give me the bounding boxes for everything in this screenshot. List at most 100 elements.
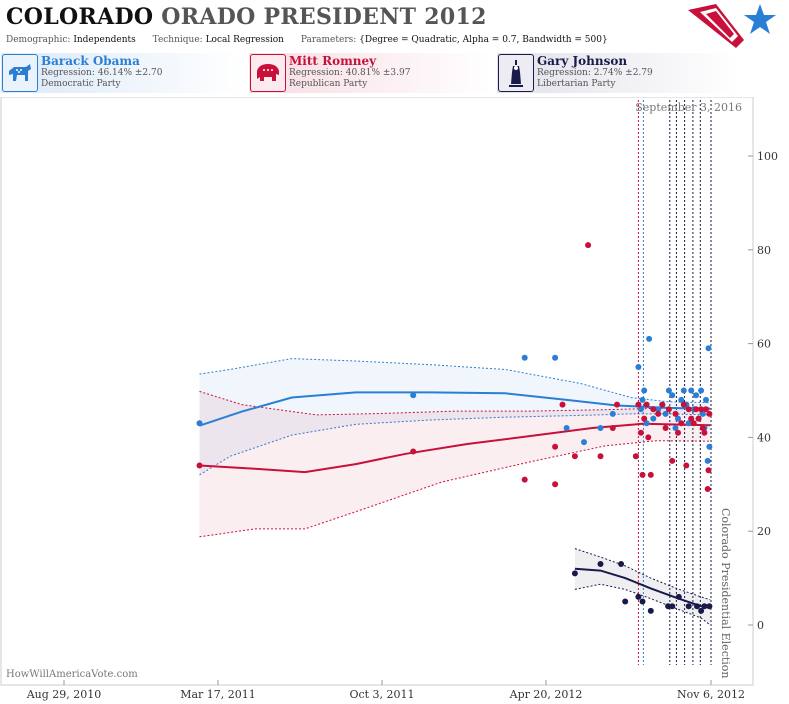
barack-obama-trend-line: [199, 391, 711, 427]
x-tick-label: Aug 29, 2010: [26, 688, 102, 701]
barack-obama-poll-point: [699, 410, 706, 417]
candidate-bar: Barack Obama Regression: 46.14% ±2.70 De…: [0, 53, 789, 95]
gary-johnson-poll-point: [571, 570, 578, 577]
mitt-romney-poll-point: [552, 443, 559, 450]
barack-obama-poll-point: [609, 410, 616, 417]
x-tick-label: Apr 20, 2012: [509, 688, 583, 701]
mitt-romney-poll-point: [680, 401, 687, 408]
barack-obama-poll-point: [665, 387, 672, 394]
mitt-romney-poll-point: [699, 425, 706, 431]
barack-obama-poll-point: [581, 439, 587, 446]
mitt-romney-poll-point: [559, 401, 566, 408]
barack-obama-poll-point: [597, 425, 604, 431]
candidate-card-romney[interactable]: Mitt Romney Regression: 40.81% ±3.97 Rep…: [249, 53, 492, 93]
watermark: HowWillAmericaVote.com: [6, 669, 138, 680]
barack-obama-poll-point: [693, 392, 700, 399]
gary-johnson-poll-point: [639, 598, 646, 605]
barack-obama-poll-point: [705, 345, 712, 352]
mitt-romney-poll-point: [552, 481, 559, 488]
x-tick-label: Nov 6, 2012: [677, 688, 745, 701]
page-title: COLORADO ORADO PRESIDENT 2012: [6, 4, 487, 30]
gary-johnson-poll-point: [647, 607, 654, 614]
mitt-romney-poll-point: [683, 462, 690, 469]
mitt-romney-band: [199, 391, 711, 537]
barack-obama-poll-point: [669, 392, 676, 399]
mitt-romney-poll-point: [665, 406, 672, 413]
barack-obama-poll-point: [704, 457, 711, 464]
barack-obama-poll-point: [410, 392, 417, 399]
parameters-line: Demographic: Independents Technique: Loc…: [6, 35, 622, 45]
barack-obama-poll-point: [635, 364, 642, 370]
y-axis: 0 20 40 60 80 100: [748, 150, 778, 632]
election-label: Colorado Presidential Election: [719, 508, 732, 679]
mitt-romney-poll-point: [585, 242, 592, 249]
mitt-romney-poll-point: [704, 486, 711, 492]
mitt-romney-poll-point: [609, 425, 616, 431]
gary-johnson-poll-point: [685, 603, 692, 610]
candidate-regression: Regression: 40.81% ±3.97: [289, 68, 411, 78]
barack-obama-poll-point: [703, 396, 709, 403]
poll-chart: 0 20 40 60 80 100 Aug 29, 2010 Mar 17, 2011 Oct…: [0, 97, 778, 701]
gary-johnson-trend-line: [574, 567, 711, 609]
trend-lines: [199, 391, 711, 609]
mitt-romney-poll-point: [521, 476, 528, 483]
mitt-romney-poll-point: [632, 453, 639, 460]
parameters-label: Parameters:: [300, 35, 357, 45]
candidate-party: Democratic Party: [41, 79, 121, 89]
candidate-name: Mitt Romney: [289, 54, 377, 68]
confidence-bands: [199, 358, 711, 626]
candidate-regression: Regression: 46.14% ±2.70: [41, 68, 163, 78]
poll-points: [196, 242, 713, 614]
mitt-romney-poll-point: [685, 406, 692, 413]
barack-obama-poll-point: [685, 420, 692, 427]
x-tick-label: Mar 17, 2011: [180, 688, 256, 701]
mitt-romney-poll-point: [650, 406, 657, 413]
mitt-romney-poll-point: [639, 471, 646, 478]
candidate-card-johnson[interactable]: Gary Johnson Regression: 2.74% ±2.79 Lib…: [497, 53, 740, 93]
mitt-romney-poll-point: [645, 434, 652, 441]
barack-obama-upper-bound: [199, 358, 711, 404]
mitt-romney-upper-bound: [199, 390, 711, 416]
barack-obama-poll-point: [678, 396, 685, 403]
mitt-romney-poll-point: [706, 410, 713, 417]
barack-obama-poll-point: [680, 387, 687, 394]
mitt-romney-poll-point: [693, 406, 700, 413]
candidate-regression: Regression: 2.74% ±2.79: [537, 68, 653, 78]
demographic-value: Independents: [73, 35, 136, 45]
gary-johnson-poll-point: [694, 603, 700, 610]
barack-obama-lower-bound: [199, 413, 711, 476]
mitt-romney-lower-bound: [199, 440, 711, 538]
gary-johnson-lower-bound: [574, 583, 711, 626]
mitt-romney-poll-point: [637, 429, 644, 436]
barack-obama-poll-point: [646, 335, 653, 342]
site-logo-icon: [688, 4, 776, 48]
gary-johnson-poll-point: [706, 603, 713, 610]
mitt-romney-poll-point: [647, 471, 654, 478]
x-tick-label: Oct 3, 2011: [349, 688, 414, 701]
technique-label: Technique:: [152, 35, 203, 45]
barack-obama-poll-point: [655, 406, 662, 413]
barack-obama-poll-point: [698, 387, 705, 394]
barack-obama-poll-point: [688, 387, 695, 394]
gary-johnson-poll-point: [622, 598, 629, 605]
title-state: COLORADO: [6, 4, 154, 30]
gary-johnson-poll-point: [618, 561, 625, 567]
mitt-romney-poll-point: [635, 401, 642, 408]
title-race: ORADO PRESIDENT 2012: [161, 4, 487, 30]
gary-johnson-poll-point: [635, 593, 642, 600]
y-tick-label: 60: [757, 338, 771, 351]
technique-value: Local Regression: [205, 35, 284, 45]
candidate-card-obama[interactable]: Barack Obama Regression: 46.14% ±2.70 De…: [1, 53, 244, 93]
mitt-romney-poll-point: [655, 410, 662, 417]
mitt-romney-poll-point: [659, 401, 666, 408]
barack-obama-poll-point: [196, 420, 203, 427]
gary-johnson-poll-point: [665, 603, 672, 610]
x-axis: Aug 29, 2010 Mar 17, 2011 Oct 3, 2011 Apr 2…: [26, 680, 745, 701]
elephant-icon: [250, 54, 286, 92]
y-tick-label: 0: [757, 619, 764, 632]
barack-obama-poll-point: [643, 420, 650, 427]
mitt-romney-poll-point: [196, 462, 203, 469]
barack-obama-poll-point: [637, 406, 644, 413]
barack-obama-poll-point: [675, 415, 681, 422]
candidate-party: Libertarian Party: [537, 79, 616, 89]
